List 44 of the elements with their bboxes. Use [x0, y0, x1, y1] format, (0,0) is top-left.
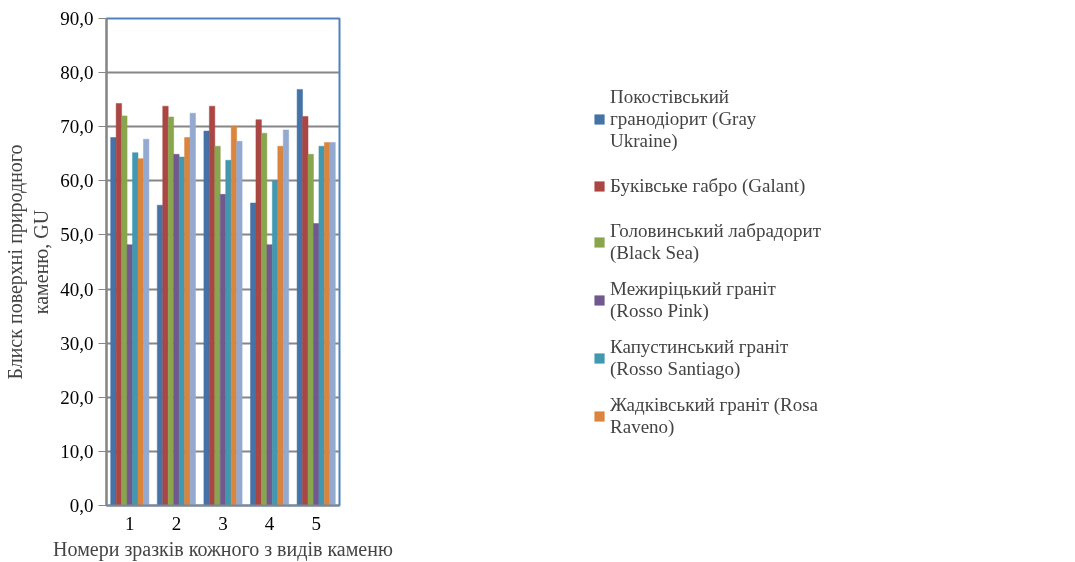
bar [261, 132, 268, 506]
y-tick-label: 0,0 [69, 495, 94, 516]
bar [225, 160, 232, 506]
bar [236, 141, 243, 506]
y-tick-label: 80,0 [60, 62, 94, 84]
y-tick-label: 10,0 [60, 440, 94, 462]
legend-label: Буківське габро (Galant) [610, 173, 806, 198]
bar [189, 112, 196, 506]
bar [318, 145, 325, 506]
legend-label: Межиріцький граніт (Rosso Pink) [610, 277, 776, 322]
bar [162, 105, 169, 506]
bar [143, 138, 150, 506]
legend-label: Капустинський граніт (Rosso Santiago) [610, 335, 789, 380]
bar [255, 119, 262, 506]
x-tick-label: 3 [218, 512, 228, 534]
bar [277, 145, 284, 506]
y-tick-label: 90,0 [60, 8, 94, 29]
y-tick-label: 50,0 [60, 224, 94, 246]
bar [137, 158, 144, 506]
y-tick-label: 30,0 [60, 332, 94, 354]
bar [121, 115, 128, 506]
x-tick-label: 4 [264, 512, 275, 534]
y-tick-label: 20,0 [60, 386, 94, 408]
legend-label: Головинський лабрадорит (Black Sea) [610, 219, 821, 264]
y-tick-label: 40,0 [60, 278, 94, 300]
legend-label: Жадківський граніт (Rosa Raveno) [610, 393, 819, 438]
bar [178, 156, 185, 506]
y-tick-label: 60,0 [60, 170, 94, 192]
bar [307, 154, 314, 506]
bar [283, 129, 289, 506]
bar [329, 142, 336, 506]
bar [110, 137, 117, 506]
x-axis-title: Номери зразків кожного з видів каменю [53, 537, 393, 561]
y-axis-title: Блиск поверхні природного каменю, GU [3, 144, 53, 380]
bar [296, 89, 303, 506]
y-tick-label: 70,0 [60, 116, 94, 138]
x-tick-label: 2 [171, 512, 182, 534]
bar [203, 130, 210, 506]
bar [266, 244, 273, 506]
x-tick-label: 1 [125, 512, 135, 534]
x-tick-label: 5 [311, 512, 321, 534]
bar [214, 145, 221, 506]
bar [126, 244, 133, 506]
legend-label: Покостівський гранодіорит (Gray Ukraine) [610, 85, 757, 152]
